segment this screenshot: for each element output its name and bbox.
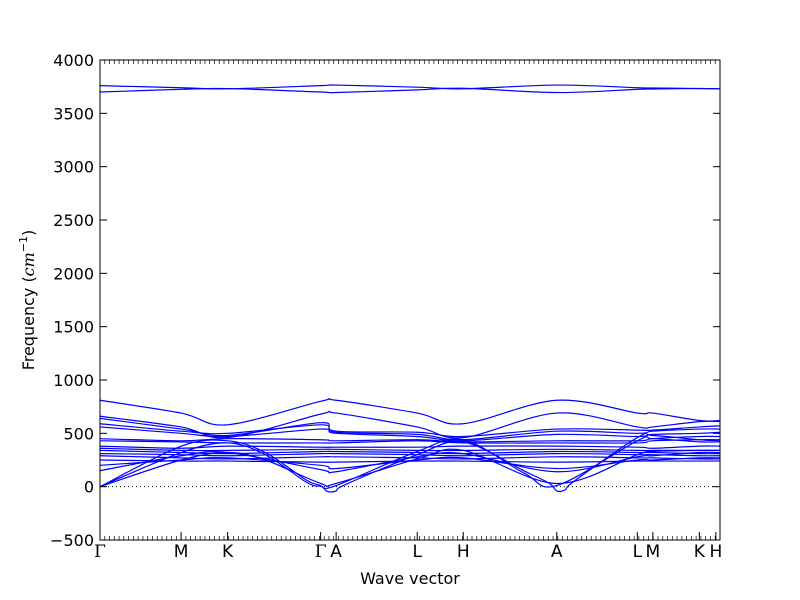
band-line-2 [99,87,721,94]
y-tick-label: 2500 [53,211,94,230]
band-line-17 [99,451,721,474]
band-line-13 [99,452,721,457]
y-tick-label: 500 [63,424,94,443]
band-line-10 [99,445,721,449]
plot-area [100,60,720,540]
band-line-4 [99,410,721,439]
band-line-18 [99,432,721,493]
x-kpoint-label: Γ [315,542,327,562]
x-kpoint-label: L [412,542,422,562]
x-kpoint-label: Γ [94,542,106,562]
y-axis-ticks: −500 0 500 1000 1500 2000 2500 3000 3500 4000 [50,51,720,550]
x-axis-label: Wave vector [360,569,460,588]
y-tick-label: 3000 [53,158,94,177]
x-kpoint-label: H [457,542,470,562]
y-tick-label: 2000 [53,264,94,283]
y-axis-label-unit: cm [19,252,38,276]
band-line-5 [99,417,721,438]
x-kpoint-label: A [330,542,342,562]
band-line-16 [99,456,721,470]
x-kpoint-label: K [222,542,234,562]
x-kpoint-label: L [633,542,643,562]
plot-frame [99,59,721,541]
band-line-11 [99,447,720,452]
band-line-3 [99,397,721,426]
band-line-19 [99,436,721,490]
y-axis-label-unit-exp: −1 [17,236,30,252]
x-kpoint-label: M [645,542,660,562]
y-tick-label: 3500 [53,104,94,123]
y-axis-label-close: ) [19,230,38,236]
y-tick-label: 4000 [53,51,94,70]
x-kpoint-label: K [694,542,706,562]
x-kpoint-label: A [551,542,563,562]
band-line-12 [99,449,721,455]
y-tick-label: 1000 [53,371,94,390]
band-line-15 [99,459,720,463]
band-line-20 [99,448,721,488]
x-kpoint-label: H [709,542,722,562]
band-line-7 [99,426,721,442]
y-axis-label: Frequency (cm−1) [17,230,38,371]
band-line-6 [99,423,721,441]
y-tick-label: 0 [84,478,94,497]
y-tick-label: −500 [50,531,94,550]
y-tick-label: 1500 [53,318,94,337]
series-layer [99,84,721,493]
x-kpoint-label: M [174,542,189,562]
y-axis-label-main: Frequency ( [19,276,38,370]
